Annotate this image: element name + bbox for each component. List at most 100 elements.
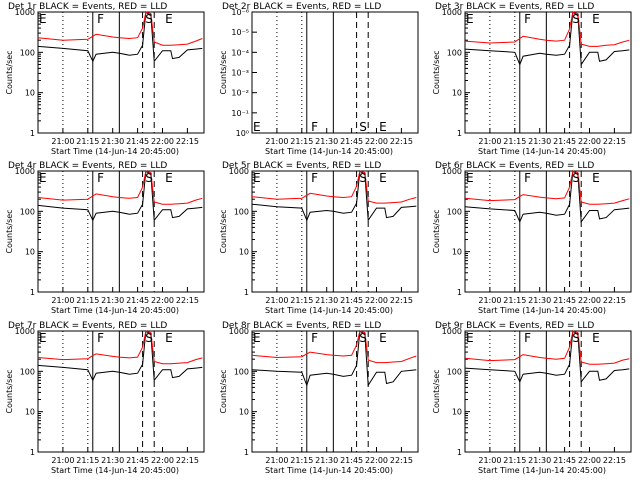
events-series-line (464, 170, 630, 224)
y-tick-label: 10⁻⁵ (231, 28, 249, 37)
plot-frame (37, 330, 205, 453)
x-axis-title: Start Time (14-Jun-14 20:45:00) (51, 147, 179, 156)
detector-panel-9: Det 9r BLACK = Events, RED = LLD 1 10 100 10… (432, 321, 632, 475)
lld-series-line (37, 170, 203, 205)
attenuator-marker-f: F (524, 171, 531, 185)
attenuator-marker-e: E (39, 12, 47, 26)
x-tick-label: 21:45 (553, 296, 576, 305)
attenuator-marker-f: F (524, 12, 531, 26)
attenuator-marker-e: E (253, 331, 261, 345)
x-axis-title: Start Time (14-Jun-14 20:45:00) (478, 466, 606, 475)
y-axis-title: Counts/sec (432, 369, 441, 413)
attenuator-marker-e: E (379, 171, 387, 185)
x-tick-label: 21:45 (340, 296, 363, 305)
x-tick-label: 22:15 (390, 137, 413, 146)
y-tick-label: 1 (30, 448, 35, 457)
x-tick-label: 21:15 (76, 137, 99, 146)
plot-frame (37, 11, 205, 134)
y-tick-label: 1000 (229, 327, 249, 336)
y-axis-title: Counts/sec (5, 369, 14, 413)
attenuator-marker-e: E (592, 331, 600, 345)
x-tick-label: 21:45 (126, 296, 149, 305)
lld-series-line (464, 330, 630, 365)
events-series-line (37, 330, 203, 382)
x-tick-label: 22:00 (578, 296, 601, 305)
y-tick-label: 1000 (15, 167, 35, 176)
y-tick-label: 10 (25, 89, 35, 98)
y-tick-label: 10 (239, 248, 249, 257)
x-axis-title: Start Time (14-Jun-14 20:45:00) (265, 466, 393, 475)
y-axis-title: Counts/sec (432, 209, 441, 253)
detector-panel-3: Det 3r BLACK = Events, RED = LLD 1 10 100 10… (432, 2, 632, 156)
attenuator-marker-f: F (311, 171, 318, 185)
attenuator-marker-f: F (311, 331, 318, 345)
events-series-line (464, 11, 630, 66)
x-tick-label: 21:45 (126, 137, 149, 146)
x-tick-label: 21:15 (76, 296, 99, 305)
y-tick-label: 10 (452, 89, 462, 98)
y-tick-label: 10 (452, 408, 462, 417)
attenuator-marker-s: S (145, 171, 153, 185)
events-series-line (251, 170, 417, 222)
attenuator-marker-e: E (592, 12, 600, 26)
x-tick-label: 22:00 (365, 137, 388, 146)
panel-title: Det 7r BLACK = Events, RED = LLD (8, 321, 167, 331)
x-tick-label: 21:45 (553, 137, 576, 146)
plot-frame (464, 11, 632, 134)
x-tick-label: 21:15 (503, 296, 526, 305)
x-axis-title: Start Time (14-Jun-14 20:45:00) (478, 306, 606, 315)
attenuator-marker-f: F (97, 331, 104, 345)
attenuator-marker-e: E (39, 331, 47, 345)
x-tick-label: 21:30 (528, 456, 551, 465)
y-tick-label: 1 (457, 448, 462, 457)
y-tick-label: 100 (447, 207, 462, 216)
detector-panel-2: Det 2r BLACK = Events, RED = LLD 10⁰ 10⁻¹ 1… (219, 2, 419, 156)
y-tick-label: 10⁻⁶ (231, 8, 249, 17)
x-tick-label: 21:30 (101, 137, 124, 146)
y-tick-label: 10 (25, 408, 35, 417)
x-tick-label: 21:30 (315, 456, 338, 465)
attenuator-marker-s: S (145, 331, 153, 345)
panel-title: Det 9r BLACK = Events, RED = LLD (435, 321, 594, 331)
y-tick-label: 10 (452, 248, 462, 257)
panel-title: Det 2r BLACK = Events, RED = LLD (222, 2, 381, 12)
plot-frame (464, 330, 632, 453)
x-tick-label: 21:45 (126, 456, 149, 465)
attenuator-marker-f: F (97, 171, 104, 185)
plot-frame (37, 170, 205, 293)
x-tick-label: 21:15 (76, 456, 99, 465)
y-tick-label: 10 (25, 248, 35, 257)
detector-panel-8: Det 8r BLACK = Events, RED = LLD 1 10 100 10… (219, 321, 419, 475)
lld-series-line (37, 11, 203, 46)
x-tick-label: 21:00 (51, 296, 74, 305)
detector-panel-6: Det 6r BLACK = Events, RED = LLD 1 10 100 10… (432, 161, 632, 315)
x-tick-label: 21:00 (265, 137, 288, 146)
lld-series-line (251, 330, 417, 364)
lld-series-line (464, 170, 630, 205)
y-tick-label: 10 (239, 408, 249, 417)
panel-title: Det 1r BLACK = Events, RED = LLD (8, 2, 167, 12)
x-tick-label: 21:45 (340, 456, 363, 465)
x-tick-label: 22:15 (390, 456, 413, 465)
x-tick-label: 21:00 (51, 456, 74, 465)
y-tick-label: 1000 (15, 8, 35, 17)
y-axis-title: Counts/sec (432, 50, 441, 94)
attenuator-marker-e: E (165, 12, 173, 26)
x-tick-label: 21:15 (503, 456, 526, 465)
y-axis-title: Counts/sec (219, 50, 228, 94)
attenuator-marker-e: E (253, 120, 261, 134)
y-tick-label: 100 (234, 207, 249, 216)
attenuator-marker-e: E (39, 171, 47, 185)
x-tick-label: 21:30 (101, 296, 124, 305)
attenuator-marker-e: E (379, 120, 387, 134)
x-tick-label: 22:00 (578, 456, 601, 465)
plot-frame (251, 170, 419, 293)
attenuator-marker-s: S (572, 12, 580, 26)
x-axis-title: Start Time (14-Jun-14 20:45:00) (51, 466, 179, 475)
attenuator-marker-f: F (97, 12, 104, 26)
attenuator-marker-f: F (524, 331, 531, 345)
y-tick-label: 1 (244, 448, 249, 457)
x-tick-label: 22:15 (603, 296, 626, 305)
attenuator-marker-e: E (466, 171, 474, 185)
